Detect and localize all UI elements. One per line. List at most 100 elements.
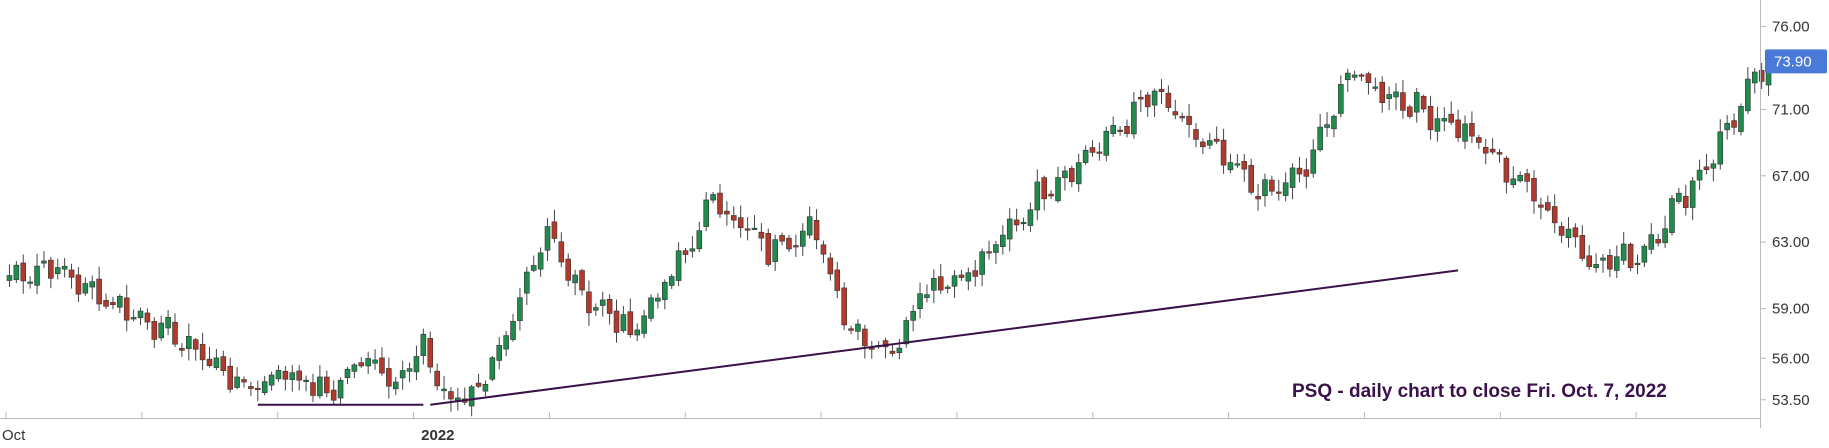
candle: [1676, 187, 1682, 204]
candle: [1227, 153, 1234, 174]
candle: [662, 279, 668, 310]
candle-body-down: [882, 340, 889, 348]
candle: [731, 206, 737, 229]
candle-body-up: [689, 248, 696, 252]
candle-body-down: [1248, 165, 1254, 193]
x-tick-label: Oct: [2, 427, 26, 444]
candle: [1620, 231, 1627, 265]
candle-body-up: [1055, 177, 1061, 202]
candle-body-up: [1669, 198, 1675, 233]
candle: [1662, 215, 1668, 248]
candle: [261, 375, 268, 396]
candle-body-up: [158, 322, 164, 339]
candle-body-down: [1524, 173, 1530, 182]
y-tick-label: 63.00: [1772, 234, 1810, 251]
candle: [1427, 95, 1434, 140]
candle: [613, 299, 620, 343]
candle: [655, 293, 661, 309]
candle: [1041, 175, 1047, 211]
candle-body-up: [137, 310, 144, 319]
candle: [772, 234, 778, 272]
candle: [1669, 194, 1675, 236]
candle: [48, 256, 54, 289]
x-axis: Oct 2022: [2, 412, 1637, 444]
candle: [13, 261, 20, 283]
candle: [158, 315, 164, 341]
candle: [537, 247, 544, 277]
candle-body-down: [199, 344, 206, 361]
candle: [1110, 116, 1116, 137]
candle: [41, 251, 47, 269]
candle-body-up: [1724, 122, 1730, 131]
candle-body-down: [1013, 219, 1020, 226]
candle-body-up: [261, 381, 268, 394]
candle: [1696, 159, 1703, 190]
candle: [234, 367, 240, 390]
candle-body-up: [517, 297, 523, 322]
candle: [1344, 68, 1351, 92]
candle: [1351, 70, 1358, 81]
candle: [144, 308, 151, 330]
candle: [1200, 138, 1206, 154]
candle-body-up: [951, 275, 958, 287]
candle: [110, 296, 116, 310]
candle: [937, 264, 944, 294]
candle-body-up: [413, 356, 420, 373]
candle-body-up: [441, 388, 447, 392]
candle: [1365, 71, 1372, 95]
candle-body-up: [275, 370, 282, 380]
candle-body-down: [75, 274, 82, 295]
candle-body-down: [731, 215, 737, 221]
candle-body-up: [599, 299, 606, 306]
candle: [1310, 139, 1317, 178]
candle-body-down: [103, 300, 109, 307]
candle-body-up: [1206, 140, 1213, 146]
candle: [544, 218, 551, 261]
candle-body-up: [799, 230, 806, 247]
candle-body-down: [1538, 204, 1544, 208]
candle-body-up: [186, 336, 192, 349]
candle-body-up: [34, 265, 40, 286]
candle-body-down: [227, 365, 233, 390]
candle-body-down: [1186, 116, 1192, 125]
candle-body-up: [27, 281, 33, 284]
candle: [1020, 217, 1027, 231]
candle: [931, 269, 937, 304]
candle-body-down: [1193, 129, 1199, 140]
candle-body-up: [344, 368, 351, 378]
candle: [1055, 166, 1061, 203]
candle: [117, 294, 123, 313]
candle: [1379, 76, 1386, 113]
candle-body-up: [130, 317, 137, 320]
candle-body-down: [1731, 120, 1737, 128]
candle-body-down: [834, 269, 841, 291]
candle-body-down: [310, 382, 316, 396]
candle-body-up: [993, 244, 999, 253]
candle-body-down: [1496, 152, 1503, 155]
candle-body-up: [510, 321, 516, 340]
candle-body-down: [1758, 70, 1765, 82]
candle: [682, 248, 689, 264]
candle: [979, 248, 985, 287]
y-tick-label: 53.50: [1772, 392, 1810, 409]
candle-body-up: [13, 264, 20, 280]
candle-body-up: [1386, 94, 1392, 99]
candle: [1565, 217, 1572, 248]
candle: [1551, 194, 1558, 234]
candle: [599, 291, 606, 317]
candle: [1413, 87, 1420, 123]
candle: [1317, 114, 1323, 152]
candle: [1758, 62, 1765, 90]
candle: [1269, 175, 1275, 196]
candle-body-up: [1434, 118, 1441, 132]
candle-body-down: [1200, 141, 1206, 148]
candle-body-down: [986, 251, 992, 254]
candle: [689, 236, 696, 258]
candle-body-down: [1503, 157, 1510, 183]
candle-body-down: [20, 262, 27, 282]
candle: [406, 362, 413, 383]
candle-body-down: [937, 276, 944, 291]
candle: [496, 337, 503, 370]
candle: [303, 375, 309, 392]
last-price-background: [1765, 49, 1827, 74]
